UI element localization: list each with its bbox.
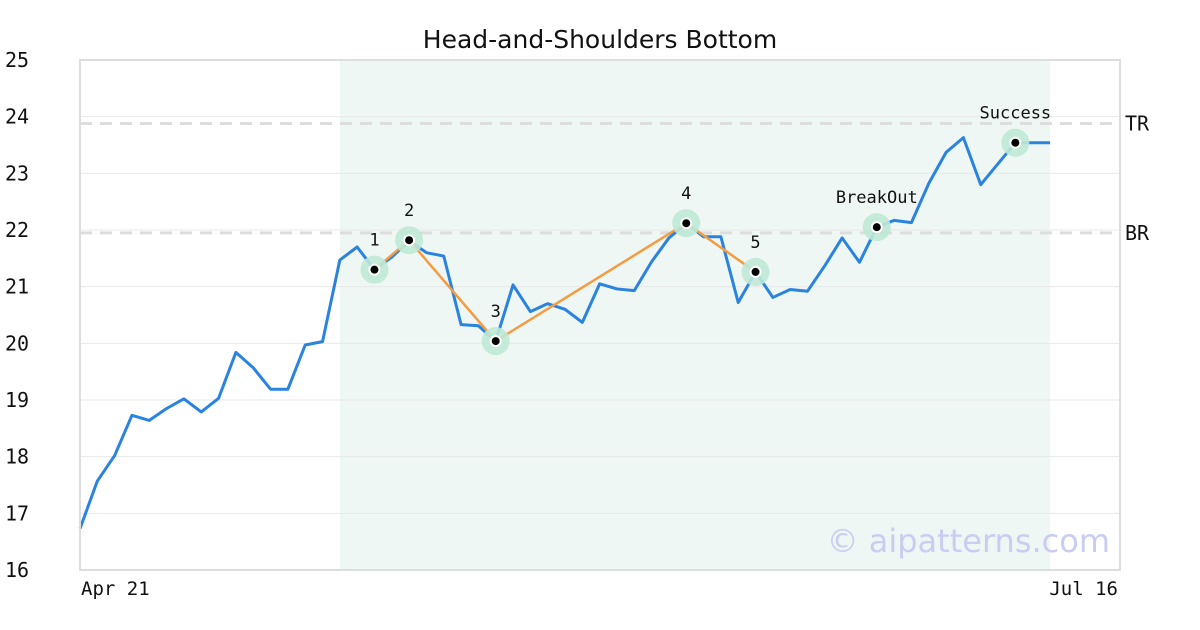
watermark: © aipatterns.com xyxy=(827,522,1110,560)
y-tick-label: 25 xyxy=(5,48,29,72)
breakout-point-label: BreakOut xyxy=(836,188,918,208)
pattern-point-4-dot xyxy=(680,217,693,230)
breakout-point-dot xyxy=(870,221,883,234)
success-point-dot xyxy=(1009,136,1022,149)
y-tick-label: 22 xyxy=(5,218,29,242)
reference-label-br: BR xyxy=(1125,221,1150,245)
pattern-markers: 1 2 3 4 5 BreakOut Success xyxy=(360,104,1052,356)
y-tick-label: 18 xyxy=(5,445,29,469)
chart-title: Head-and-Shoulders Bottom xyxy=(423,25,777,54)
pattern-point-5-dot xyxy=(749,265,762,278)
pattern-point-1-dot xyxy=(368,263,381,276)
pattern-point-5-label: 5 xyxy=(750,233,760,253)
y-tick-label: 17 xyxy=(5,501,29,525)
pattern-shade xyxy=(339,60,1051,570)
reference-lines: TR BR xyxy=(80,111,1150,245)
y-axis-ticks: 16 17 18 19 20 21 22 23 24 25 xyxy=(5,48,29,582)
reference-label-tr: TR xyxy=(1125,111,1150,135)
pattern-point-3-dot xyxy=(489,335,502,348)
pattern-point-1-label: 1 xyxy=(369,231,379,251)
x-tick-start: Apr 21 xyxy=(81,578,150,600)
y-tick-label: 24 xyxy=(5,105,29,129)
pattern-point-2-label: 2 xyxy=(404,201,414,221)
y-tick-label: 23 xyxy=(5,161,29,185)
pattern-point-4-label: 4 xyxy=(681,184,691,204)
y-tick-label: 19 xyxy=(5,388,29,412)
pattern-point-3-label: 3 xyxy=(491,302,501,322)
success-point-label: Success xyxy=(980,104,1052,124)
y-tick-label: 21 xyxy=(5,275,29,299)
pattern-point-2-dot xyxy=(403,234,416,247)
x-tick-end: Jul 16 xyxy=(1049,578,1118,600)
y-tick-label: 16 xyxy=(5,558,29,582)
y-tick-label: 20 xyxy=(5,331,29,355)
plot-frame xyxy=(79,59,1121,571)
